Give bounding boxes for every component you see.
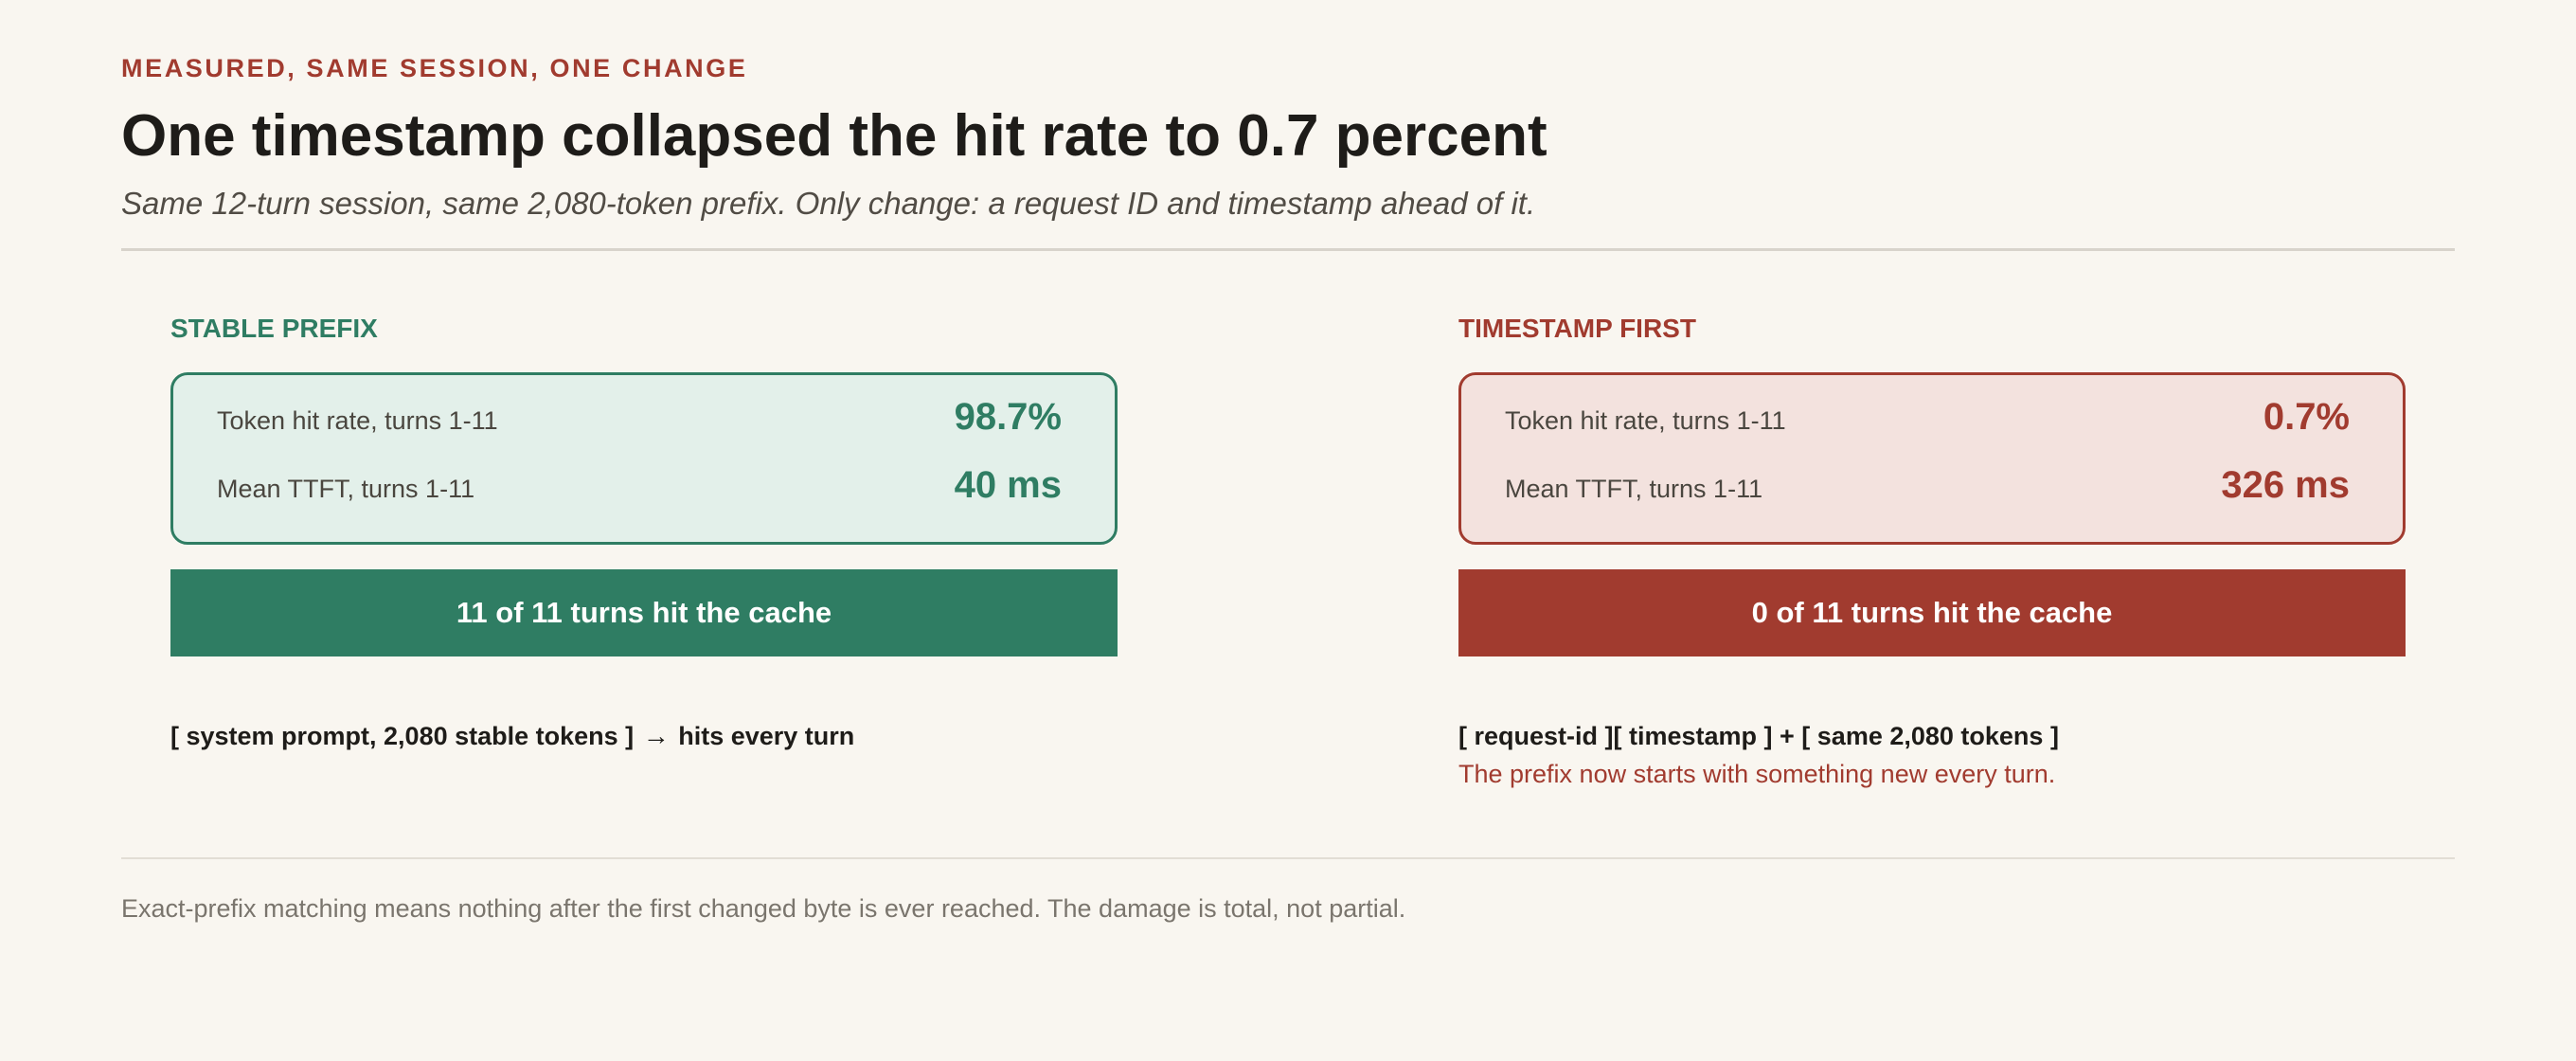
ttft-value: 40 ms <box>954 464 1062 506</box>
eyebrow: MEASURED, SAME SESSION, ONE CHANGE <box>121 54 748 82</box>
bottom-divider <box>121 857 2455 859</box>
ttft-label: Mean TTFT, turns 1-11 <box>217 475 475 503</box>
stable-sequence-prefix: [ system prompt, 2,080 stable tokens ] <box>170 722 635 750</box>
page-subtitle: Same 12-turn session, same 2,080-token p… <box>121 186 1536 221</box>
top-divider <box>121 248 2455 251</box>
hit-rate-label: Token hit rate, turns 1-11 <box>217 406 498 435</box>
hit-rate-label: Token hit rate, turns 1-11 <box>1505 406 1786 435</box>
right-arrow-icon: → <box>642 721 670 750</box>
stable-cache-banner: 11 of 11 turns hit the cache <box>170 569 1118 656</box>
metric-row: Mean TTFT, turns 1-11 40 ms <box>217 464 1062 532</box>
timestamp-sequence: [ request-id ][ timestamp ] + [ same 2,0… <box>1458 722 2059 750</box>
timestamp-metrics-card: Token hit rate, turns 1-11 0.7% Mean TTF… <box>1458 372 2406 545</box>
timestamp-cache-banner: 0 of 11 turns hit the cache <box>1458 569 2406 656</box>
footnote: Exact-prefix matching means nothing afte… <box>121 894 1406 923</box>
metric-row: Token hit rate, turns 1-11 98.7% <box>217 396 1062 464</box>
ttft-label: Mean TTFT, turns 1-11 <box>1505 475 1763 503</box>
stable-sequence-suffix: hits every turn <box>678 722 855 750</box>
stable-prefix-heading: STABLE PREFIX <box>170 314 378 343</box>
ttft-value: 326 ms <box>2221 464 2350 506</box>
hit-rate-value: 0.7% <box>2263 396 2350 438</box>
comparison: STABLE PREFIX Token hit rate, turns 1-11… <box>121 251 2455 857</box>
timestamp-note: The prefix now starts with something new… <box>1458 760 2056 788</box>
timestamp-first-panel: TIMESTAMP FIRST Token hit rate, turns 1-… <box>1458 310 2406 793</box>
metric-row: Token hit rate, turns 1-11 0.7% <box>1505 396 2350 464</box>
stable-metrics-card: Token hit rate, turns 1-11 98.7% Mean TT… <box>170 372 1118 545</box>
metric-row: Mean TTFT, turns 1-11 326 ms <box>1505 464 2350 532</box>
hit-rate-value: 98.7% <box>954 396 1062 438</box>
page: MEASURED, SAME SESSION, ONE CHANGE One t… <box>121 49 2455 927</box>
timestamp-first-heading: TIMESTAMP FIRST <box>1458 314 1696 343</box>
stable-prefix-panel: STABLE PREFIX Token hit rate, turns 1-11… <box>170 310 1118 755</box>
page-title: One timestamp collapsed the hit rate to … <box>121 103 1547 169</box>
stable-sequence: [ system prompt, 2,080 stable tokens ] →… <box>170 717 1118 755</box>
